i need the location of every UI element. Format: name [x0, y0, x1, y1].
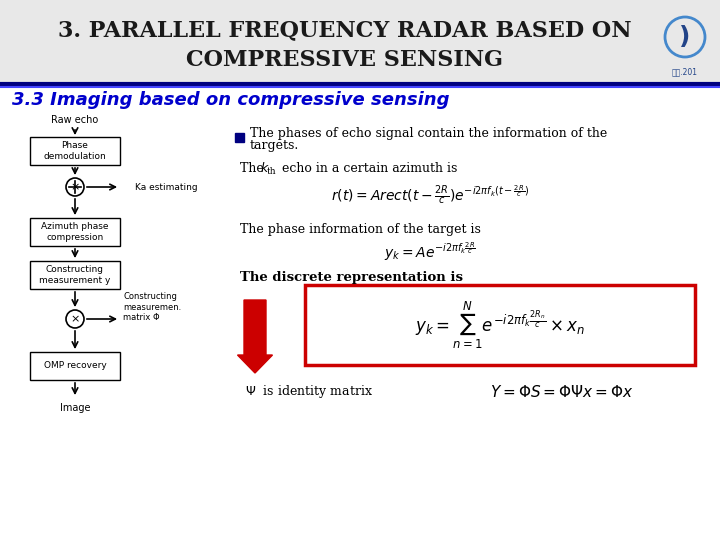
Text: $\Psi$  is identity matrix: $\Psi$ is identity matrix [245, 383, 373, 401]
Bar [0, 0, 720, 83]
Bar [235, 133, 244, 142]
Text: $y_k = \sum_{n=1}^{N} e^{-i2\pi f_k\frac{2R_n}{c}} \times x_n$: $y_k = \sum_{n=1}^{N} e^{-i2\pi f_k\frac… [415, 299, 585, 350]
FancyBboxPatch shape [305, 285, 695, 365]
Text: 3.3 Imaging based on compressive sensing: 3.3 Imaging based on compressive sensing [12, 91, 449, 109]
Text: The phase information of the target is: The phase information of the target is [240, 224, 481, 237]
Text: $y_k = Ae^{-i2\pi f_k\frac{2R}{c}}$: $y_k = Ae^{-i2\pi f_k\frac{2R}{c}}$ [384, 241, 476, 263]
Text: $r(t) = Arect(t-\frac{2R}{c})e^{-i2\pi f_k(t-\frac{2R}{c})}$: $r(t) = Arect(t-\frac{2R}{c})e^{-i2\pi f… [331, 184, 529, 206]
FancyBboxPatch shape [30, 137, 120, 165]
Text: Phase
demodulation: Phase demodulation [44, 141, 107, 161]
Text: Constructing
measuremen.
matrix Φ: Constructing measuremen. matrix Φ [123, 292, 181, 322]
Text: $Y = \Phi S = \Phi\Psi x = \Phi x$: $Y = \Phi S = \Phi\Psi x = \Phi x$ [490, 384, 634, 400]
Text: ): ) [679, 25, 690, 49]
FancyArrow shape [238, 300, 272, 373]
Text: The discrete representation is: The discrete representation is [240, 272, 463, 285]
Text: targets.: targets. [250, 139, 300, 152]
Text: Raw echo: Raw echo [51, 115, 99, 125]
Text: Azimuth phase
compression: Azimuth phase compression [41, 222, 109, 242]
Text: Constructing
measurement y: Constructing measurement y [40, 265, 111, 285]
Text: 北航.201: 北航.201 [672, 68, 698, 77]
Text: 3. PARALLEL FREQUENCY RADAR BASED ON: 3. PARALLEL FREQUENCY RADAR BASED ON [58, 19, 632, 41]
Text: COMPRESSIVE SENSING: COMPRESSIVE SENSING [186, 49, 503, 71]
Text: $k$: $k$ [260, 161, 270, 175]
FancyBboxPatch shape [30, 218, 120, 246]
Text: The: The [240, 161, 268, 174]
Text: th: th [267, 166, 276, 176]
Text: OMP recovery: OMP recovery [44, 361, 107, 370]
Text: The phases of echo signal contain the information of the: The phases of echo signal contain the in… [250, 126, 607, 139]
FancyBboxPatch shape [30, 261, 120, 289]
FancyBboxPatch shape [30, 352, 120, 380]
Text: Image: Image [60, 403, 90, 413]
Text: ×: × [71, 182, 80, 192]
Text: ×: × [71, 314, 80, 324]
Text: Ka estimating: Ka estimating [135, 183, 197, 192]
Text: echo in a certain azimuth is: echo in a certain azimuth is [278, 161, 457, 174]
